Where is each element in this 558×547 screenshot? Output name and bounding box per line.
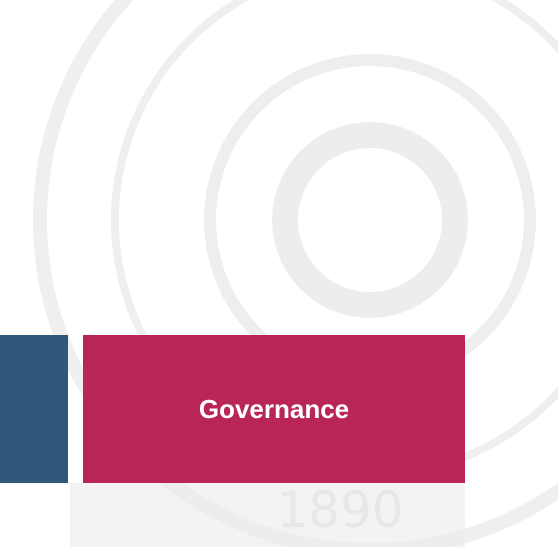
tile-label: Governance <box>198 393 350 424</box>
seal-ring <box>204 54 536 386</box>
seal-ring <box>33 0 558 547</box>
governance-tile[interactable]: Governance <box>83 335 465 483</box>
seal-ring <box>272 122 468 318</box>
blue-tile[interactable] <box>0 335 68 483</box>
gray-panel <box>70 483 465 547</box>
